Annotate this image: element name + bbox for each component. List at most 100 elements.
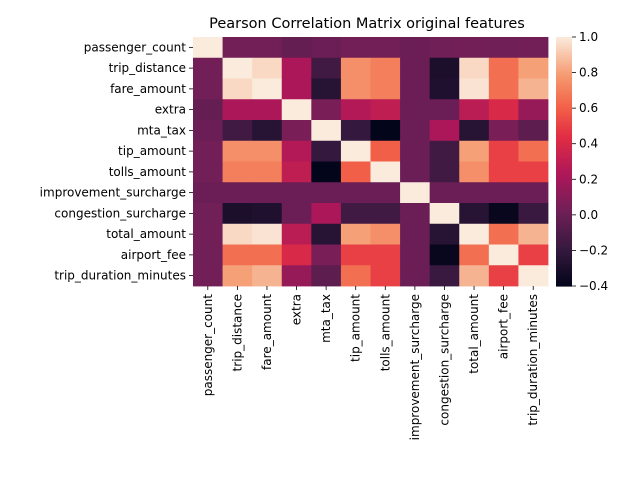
heatmap-cell [400,99,431,121]
heatmap-cell [518,120,549,142]
colorbar-segment [556,161,572,165]
heatmap-cell [459,140,490,162]
heatmap-cell [193,37,223,59]
colorbar-segment [556,141,572,145]
colorbar-segment [556,54,572,58]
heatmap-cell [222,223,253,245]
colorbar-segment [556,238,572,242]
heatmap-cell [222,78,253,100]
colorbar-tick-label: 0.8 [579,66,598,80]
colorbar-segment [556,79,572,83]
heatmap-cell [370,99,401,121]
colorbar-segment [556,276,572,280]
heatmap-cell [429,37,460,59]
heatmap-cell [459,203,490,225]
colorbar-segment [556,273,572,277]
heatmap-cell [459,223,490,245]
heatmap-cell [281,223,312,245]
heatmap-cell [340,99,371,121]
colorbar-segment [556,223,572,227]
colorbar-segment [556,241,572,245]
colorbar-segment [556,233,572,237]
colorbar-segment [556,71,572,75]
chart-title: Pearson Correlation Matrix original feat… [209,16,525,32]
colorbar-segment [556,191,572,195]
colorbar-segment [556,231,572,235]
heatmap-cell [252,182,283,204]
colorbar-segment [556,228,572,232]
colorbar-tick-label: 0.2 [579,172,598,186]
colorbar-segment [556,186,572,190]
colorbar-segment [556,146,572,150]
heatmap-cell [311,140,342,162]
heatmap-cell [340,244,371,266]
heatmap-cell [222,182,253,204]
heatmap-cell [281,265,312,287]
heatmap-cell [429,182,460,204]
colorbar-segment [556,109,572,113]
heatmap-cell [488,78,519,100]
colorbar-segment [556,139,572,143]
heatmap-cell [252,37,283,59]
x-tick-label: mta_tax [319,294,333,343]
colorbar-segment [556,268,572,272]
y-tick-label: airport_fee [121,248,186,262]
colorbar-segment [556,163,572,168]
colorbar-segment [556,159,572,163]
colorbar-segment [556,261,572,265]
colorbar-segment [556,246,572,250]
colorbar-segment [556,56,572,61]
heatmap-cell [311,161,342,183]
colorbar-segment [556,74,572,78]
heatmap-cell [311,203,342,225]
heatmap-cell [252,78,283,100]
colorbar-segment [556,266,572,270]
heatmap-cell [281,203,312,225]
heatmap-cell [459,182,490,204]
x-tick-label: extra [290,294,304,325]
y-tick-label: mta_tax [137,123,186,137]
heatmap-cell [311,223,342,245]
colorbar-tick-label: 1.0 [579,30,598,44]
heatmap-cell [252,265,283,287]
colorbar-segment [556,201,572,205]
colorbar-segment [556,173,572,178]
heatmap-cell [252,57,283,79]
heatmap-cell [222,244,253,266]
colorbar-segment [556,183,572,187]
heatmap-cell [193,244,223,266]
colorbar-segment [556,283,572,287]
colorbar-segment [556,84,572,88]
heatmap-cell [459,161,490,183]
heatmap-cell [340,161,371,183]
heatmap-cell [252,223,283,245]
heatmap-cell [193,203,223,225]
colorbar-segment [556,99,572,103]
heatmap-cell [311,265,342,287]
colorbar-segment [556,166,572,170]
x-tick-label: tolls_amount [378,294,392,372]
colorbar-segment [556,49,572,53]
colorbar-segment [556,136,572,140]
heatmap-cell [518,203,549,225]
colorbar-segment [556,188,572,192]
x-tick-label: trip_distance [230,294,244,371]
colorbar-segment [556,256,572,260]
heatmap-cell [340,78,371,100]
colorbar-segment [556,114,572,118]
heatmap-cell [222,203,253,225]
colorbar-segment [556,59,572,63]
colorbar-segment [556,41,572,46]
heatmap-cell [518,244,549,266]
heatmap-cell [429,265,460,287]
heatmap-cell [518,265,549,287]
colorbar-segment [556,178,572,183]
colorbar-segment [556,66,572,70]
heatmap-cell [340,182,371,204]
heatmap-cell [281,244,312,266]
colorbar-segment [556,278,572,282]
colorbar-segment [556,94,572,98]
heatmap-cell [518,99,549,121]
colorbar-segment [556,271,572,275]
colorbar-segment [556,154,572,158]
